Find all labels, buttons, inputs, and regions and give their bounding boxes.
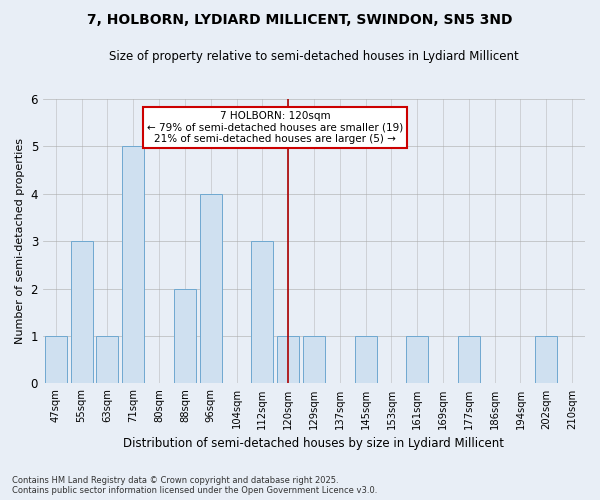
- Bar: [200, 194, 221, 384]
- Text: Contains HM Land Registry data © Crown copyright and database right 2025.
Contai: Contains HM Land Registry data © Crown c…: [12, 476, 377, 495]
- Bar: [71, 241, 92, 384]
- Text: 7 HOLBORN: 120sqm
← 79% of semi-detached houses are smaller (19)
21% of semi-det: 7 HOLBORN: 120sqm ← 79% of semi-detached…: [147, 110, 403, 144]
- Bar: [355, 336, 377, 384]
- Text: 7, HOLBORN, LYDIARD MILLICENT, SWINDON, SN5 3ND: 7, HOLBORN, LYDIARD MILLICENT, SWINDON, …: [87, 12, 513, 26]
- X-axis label: Distribution of semi-detached houses by size in Lydiard Millicent: Distribution of semi-detached houses by …: [124, 437, 505, 450]
- Bar: [97, 336, 118, 384]
- Bar: [174, 288, 196, 384]
- Bar: [458, 336, 480, 384]
- Bar: [406, 336, 428, 384]
- Bar: [535, 336, 557, 384]
- Bar: [251, 241, 274, 384]
- Title: Size of property relative to semi-detached houses in Lydiard Millicent: Size of property relative to semi-detach…: [109, 50, 519, 63]
- Bar: [277, 336, 299, 384]
- Bar: [45, 336, 67, 384]
- Bar: [303, 336, 325, 384]
- Y-axis label: Number of semi-detached properties: Number of semi-detached properties: [15, 138, 25, 344]
- Bar: [122, 146, 144, 384]
